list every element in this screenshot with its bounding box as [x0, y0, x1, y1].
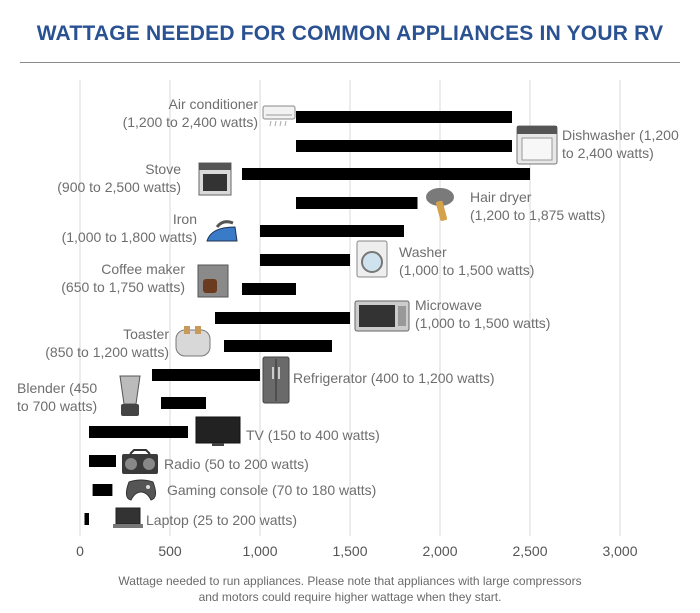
label-line: Stove: [145, 161, 181, 177]
x-tick-label: 2,000: [422, 543, 457, 559]
bar-gaming-console: [92, 484, 113, 496]
label-line: (650 to 1,750 watts): [61, 279, 185, 295]
air-conditioner-icon: [262, 105, 296, 127]
label-blender: Blender (450 to 700 watts): [17, 380, 97, 414]
x-tick-label: 3,000: [602, 543, 637, 559]
gaming-console-icon: [125, 479, 157, 501]
label-toaster: Toaster (850 to 1,200 watts): [45, 326, 169, 360]
x-tick-label: 1,500: [332, 543, 367, 559]
label-line: Washer: [399, 244, 447, 260]
refrigerator-icon: [262, 356, 290, 404]
label-microwave: Microwave (1,000 to 1,500 watts): [415, 297, 550, 331]
label-tv: TV (150 to 400 watts): [246, 427, 380, 443]
label-line: (1,000 to 1,500 watts): [415, 315, 550, 331]
label-line: (1,000 to 1,500 watts): [399, 262, 534, 278]
label-line: Refrigerator (400 to 1,200 watts): [293, 370, 495, 386]
chart-title: WATTAGE NEEDED FOR COMMON APPLIANCES IN …: [36, 22, 664, 45]
label-coffee-maker: Coffee maker (650 to 1,750 watts): [61, 261, 185, 295]
label-line: (1,000 to 1,800 watts): [62, 229, 197, 245]
label-line: TV (150 to 400 watts): [246, 427, 380, 443]
label-line: (850 to 1,200 watts): [45, 344, 169, 360]
bar-radio: [89, 455, 116, 467]
radio-icon: [122, 449, 158, 474]
label-iron: Iron (1,000 to 1,800 watts): [62, 211, 197, 245]
label-line: Air conditioner: [169, 96, 259, 112]
label-washer: Washer (1,000 to 1,500 watts): [399, 244, 534, 278]
bar-air-conditioner: [296, 111, 512, 123]
x-axis: 0 500 1,000 1,500 2,000 2,500 3,000: [76, 543, 638, 559]
label-line: Radio (50 to 200 watts): [164, 456, 309, 472]
toaster-icon: [175, 326, 211, 357]
label-laptop: Laptop (25 to 200 watts): [146, 512, 297, 528]
gridlines: [79, 80, 621, 536]
label-stove: Stove (900 to 2,500 watts): [57, 161, 181, 195]
label-line: Coffee maker: [101, 261, 185, 277]
label-line: Toaster: [123, 326, 169, 342]
bar-refrigerator: [152, 369, 260, 381]
label-line: Laptop (25 to 200 watts): [146, 512, 297, 528]
blender-icon: [119, 375, 141, 416]
label-air-conditioner: Air conditioner (1,200 to 2,400 watts): [123, 96, 259, 130]
label-line: Hair dryer: [470, 189, 532, 205]
label-refrigerator: Refrigerator (400 to 1,200 watts): [293, 370, 495, 386]
range-bar-chart: 0 500 1,000 1,500 2,000 2,500 3,000 Air conditi…: [17, 80, 679, 559]
bar-coffee-maker: [242, 283, 296, 295]
microwave-icon: [354, 300, 410, 332]
label-line: Gaming console (70 to 180 watts): [167, 482, 376, 498]
label-line: Iron: [173, 211, 197, 227]
laptop-icon: [113, 507, 143, 528]
hair-dryer-icon: [426, 188, 454, 221]
stove-icon: [198, 162, 232, 196]
bar-hair-dryer: [296, 197, 418, 209]
label-line: (1,200 to 1,875 watts): [470, 207, 605, 223]
bar-laptop: [84, 513, 89, 525]
bar-dishwasher: [296, 140, 512, 152]
x-tick-label: 500: [158, 543, 182, 559]
label-line: to 2,400 watts): [562, 145, 654, 161]
tv-icon: [195, 416, 241, 446]
label-gaming-console: Gaming console (70 to 180 watts): [167, 482, 376, 498]
footnote: Wattage needed to run appliances. Please…: [0, 573, 700, 605]
dishwasher-icon: [516, 125, 558, 165]
bar-tv: [89, 426, 188, 438]
bar-stove: [242, 168, 530, 180]
label-hair-dryer: Hair dryer (1,200 to 1,875 watts): [470, 189, 605, 223]
label-dishwasher: Dishwasher (1,200 to 2,400 watts): [562, 127, 679, 161]
label-line: Blender (450: [17, 380, 97, 396]
label-line: Dishwasher (1,200: [562, 127, 679, 143]
x-tick-label: 1,000: [242, 543, 277, 559]
coffee-maker-icon: [197, 264, 229, 298]
x-tick-label: 2,500: [512, 543, 547, 559]
washer-icon: [356, 240, 388, 278]
title-divider: [20, 62, 680, 63]
iron-icon: [206, 220, 238, 242]
label-line: to 700 watts): [17, 398, 97, 414]
bar-toaster: [224, 340, 332, 352]
x-tick-label: 0: [76, 543, 84, 559]
bar-washer: [260, 254, 350, 266]
appliance-labels: Air conditioner (1,200 to 2,400 watts) Dis…: [17, 96, 679, 528]
appliance-icons: [113, 105, 558, 528]
bar-microwave: [215, 312, 350, 324]
bar-iron: [260, 225, 404, 237]
footnote-line-2: and motors could require higher wattage …: [198, 590, 502, 604]
bar-blender: [161, 397, 206, 409]
label-line: Microwave: [415, 297, 482, 313]
bars: [84, 111, 530, 525]
label-line: (900 to 2,500 watts): [57, 179, 181, 195]
footnote-line-1: Wattage needed to run appliances. Please…: [118, 574, 582, 588]
label-line: (1,200 to 2,400 watts): [123, 114, 258, 130]
label-radio: Radio (50 to 200 watts): [164, 456, 309, 472]
